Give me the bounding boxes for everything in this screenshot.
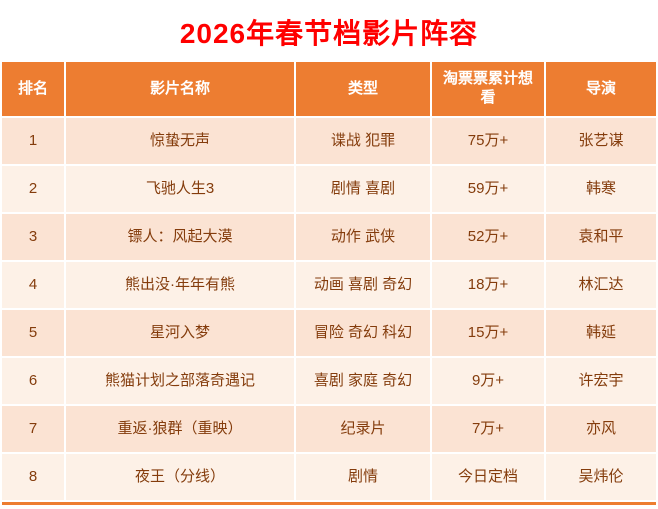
cell-director: 林汇达 <box>546 262 656 310</box>
cell-rank: 1 <box>2 118 66 166</box>
table-row: 5 星河入梦 冒险 奇幻 科幻 15万+ 韩延 <box>2 310 656 358</box>
cell-title: 惊蛰无声 <box>66 118 296 166</box>
cell-want: 今日定档 <box>432 454 546 502</box>
cell-want: 15万+ <box>432 310 546 358</box>
header-want: 淘票票累计想看 <box>432 62 546 118</box>
cell-title: 熊猫计划之部落奇遇记 <box>66 358 296 406</box>
table-row: 3 镖人：风起大漠 动作 武侠 52万+ 袁和平 <box>2 214 656 262</box>
table-row: 4 熊出没·年年有熊 动画 喜剧 奇幻 18万+ 林汇达 <box>2 262 656 310</box>
header-genre: 类型 <box>296 62 432 118</box>
cell-director: 袁和平 <box>546 214 656 262</box>
cell-genre: 纪录片 <box>296 406 432 454</box>
cell-rank: 2 <box>2 166 66 214</box>
cell-genre: 剧情 喜剧 <box>296 166 432 214</box>
cell-want: 52万+ <box>432 214 546 262</box>
header-rank: 排名 <box>2 62 66 118</box>
cell-director: 张艺谋 <box>546 118 656 166</box>
cell-want: 9万+ <box>432 358 546 406</box>
cell-rank: 5 <box>2 310 66 358</box>
cell-title: 镖人：风起大漠 <box>66 214 296 262</box>
header-director: 导演 <box>546 62 656 118</box>
cell-want: 75万+ <box>432 118 546 166</box>
cell-director: 韩寒 <box>546 166 656 214</box>
page-title: 2026年春节档影片阵容 <box>179 18 479 49</box>
cell-genre: 剧情 <box>296 454 432 502</box>
cell-genre: 谍战 犯罪 <box>296 118 432 166</box>
cell-title: 飞驰人生3 <box>66 166 296 214</box>
table-row: 8 夜王（分线） 剧情 今日定档 吴炜伦 <box>2 454 656 502</box>
cell-genre: 动作 武侠 <box>296 214 432 262</box>
cell-rank: 3 <box>2 214 66 262</box>
table-row: 7 重返·狼群（重映） 纪录片 7万+ 亦风 <box>2 406 656 454</box>
table-row: 2 飞驰人生3 剧情 喜剧 59万+ 韩寒 <box>2 166 656 214</box>
header-title: 影片名称 <box>66 62 296 118</box>
cell-rank: 7 <box>2 406 66 454</box>
cell-want: 59万+ <box>432 166 546 214</box>
cell-title: 星河入梦 <box>66 310 296 358</box>
cell-genre: 喜剧 家庭 奇幻 <box>296 358 432 406</box>
cell-director: 吴炜伦 <box>546 454 656 502</box>
cell-want: 18万+ <box>432 262 546 310</box>
cell-rank: 8 <box>2 454 66 502</box>
cell-director: 韩延 <box>546 310 656 358</box>
cell-rank: 6 <box>2 358 66 406</box>
cell-want: 7万+ <box>432 406 546 454</box>
table-row: 6 熊猫计划之部落奇遇记 喜剧 家庭 奇幻 9万+ 许宏宇 <box>2 358 656 406</box>
cell-title: 夜王（分线） <box>66 454 296 502</box>
cell-title: 重返·狼群（重映） <box>66 406 296 454</box>
cell-title: 熊出没·年年有熊 <box>66 262 296 310</box>
cell-director: 许宏宇 <box>546 358 656 406</box>
table-header-row: 排名 影片名称 类型 淘票票累计想看 导演 <box>2 62 656 118</box>
cell-genre: 冒险 奇幻 科幻 <box>296 310 432 358</box>
cell-director: 亦风 <box>546 406 656 454</box>
film-lineup-table: 排名 影片名称 类型 淘票票累计想看 导演 1 惊蛰无声 谍战 犯罪 75万+ … <box>2 62 656 505</box>
cell-genre: 动画 喜剧 奇幻 <box>296 262 432 310</box>
cell-rank: 4 <box>2 262 66 310</box>
table-row: 1 惊蛰无声 谍战 犯罪 75万+ 张艺谋 <box>2 118 656 166</box>
